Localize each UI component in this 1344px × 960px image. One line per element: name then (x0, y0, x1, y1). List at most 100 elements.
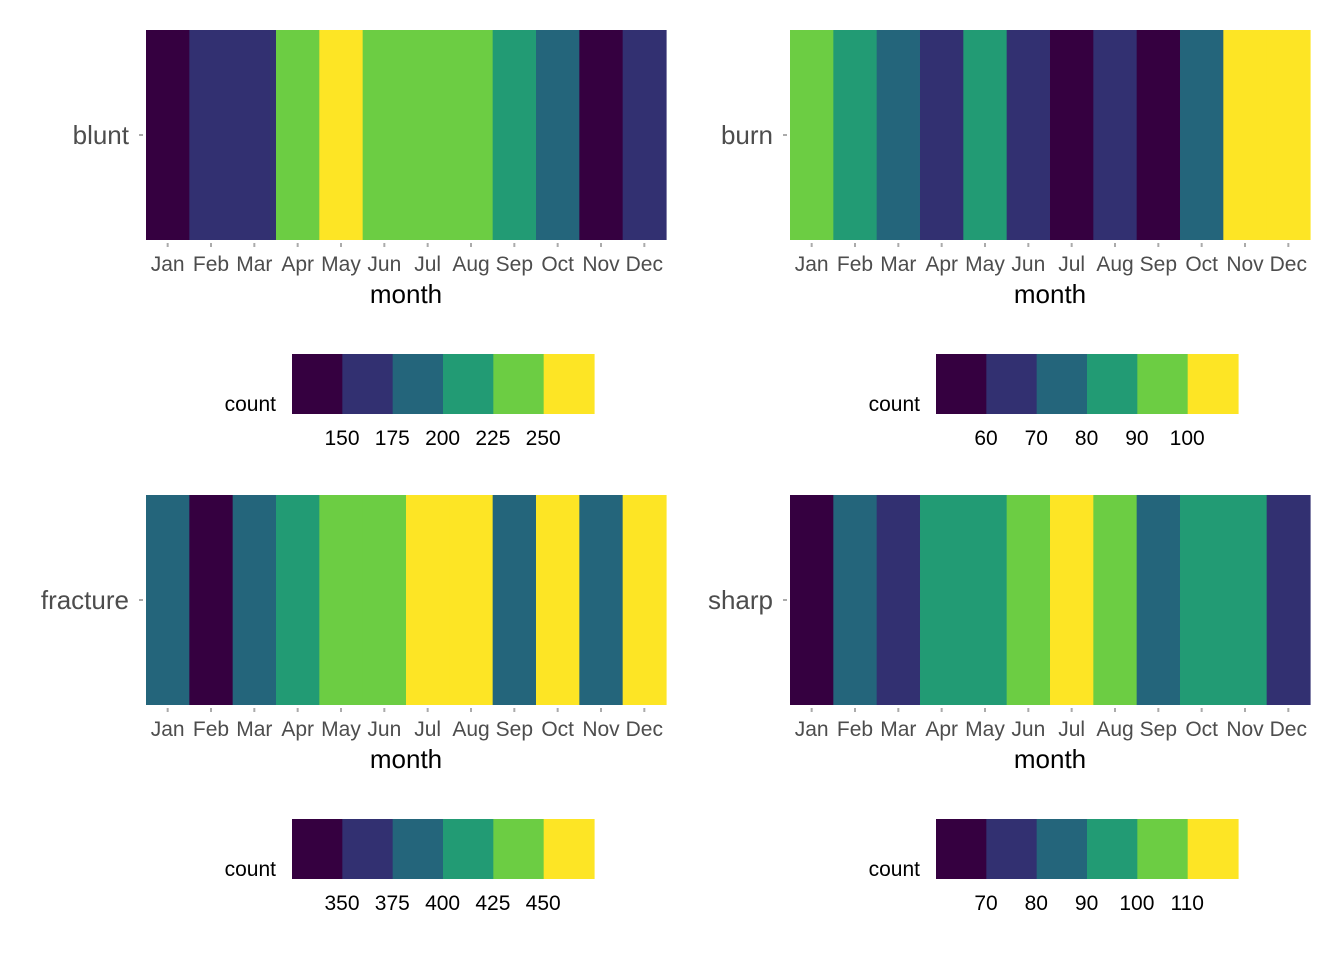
heatmap-cell-jan (146, 30, 190, 240)
y-tick-label: fracture (41, 585, 129, 615)
legend-color-step (1087, 819, 1138, 879)
legend-tick-label: 350 (324, 892, 359, 915)
panel-fracture: fracture Jan Feb Mar Apr May Jun Jul Aug Sep Oct No… (41, 495, 667, 915)
legend-title: count (225, 858, 277, 881)
heatmap-cell-oct (1180, 495, 1224, 705)
x-tick-label: Dec (626, 718, 663, 741)
heatmap-cell-may (963, 30, 1008, 240)
legend-color-step (1036, 354, 1088, 414)
heatmap-cell-mar (232, 495, 277, 705)
panel-burn: burn Jan Feb Mar Apr May Jun Jul Aug Sep Oct Nov Dec… (721, 30, 1311, 450)
x-tick-label: Aug (452, 718, 489, 741)
legend-tick-label: 80 (1075, 427, 1098, 450)
legend-tick-label: 225 (475, 427, 510, 450)
legend-color-step (292, 354, 343, 414)
x-tick-label: Jan (151, 718, 185, 741)
heatmap-cell-sep (492, 30, 537, 240)
legend-color-step (392, 819, 444, 879)
legend-color-step (986, 354, 1038, 414)
heatmap-cell-nov (579, 495, 624, 705)
x-tick-label: Apr (281, 253, 314, 276)
legend-color-step (1187, 819, 1239, 879)
heatmap-cell-apr (920, 30, 964, 240)
legend-tick-label: 400 (425, 892, 460, 915)
x-tick-label: Aug (452, 253, 489, 276)
heatmap-cell-nov (1223, 30, 1268, 240)
x-tick-label: Oct (1185, 718, 1218, 741)
x-tick-label: Feb (837, 253, 873, 276)
x-tick-label: Jan (795, 253, 829, 276)
legend-color-step (443, 819, 494, 879)
x-tick-label: Nov (1226, 253, 1264, 276)
y-tick-label: blunt (73, 120, 130, 150)
heatmap-cell-jul (1050, 30, 1094, 240)
x-axis-title: month (1014, 744, 1086, 774)
legend-tick-label: 70 (1025, 427, 1048, 450)
heatmap-cell-feb (833, 495, 878, 705)
x-tick-label: Jul (414, 718, 441, 741)
x-tick-label: Oct (541, 718, 574, 741)
legend-tick-label: 175 (375, 427, 410, 450)
legend-color-step (342, 354, 394, 414)
x-tick-label: Feb (193, 718, 229, 741)
legend-color-step (493, 819, 545, 879)
x-tick-label: Nov (1226, 718, 1264, 741)
legend-tick-label: 250 (526, 427, 561, 450)
heatmap-cell-aug (449, 495, 494, 705)
heatmap-cell-jul (1050, 495, 1094, 705)
x-tick-label: Feb (837, 718, 873, 741)
panel-blunt: blunt Jan Feb Mar Apr May Jun Jul Aug Sep Oct Nov De… (73, 30, 667, 450)
x-tick-label: Mar (880, 253, 916, 276)
legend-tick-label: 80 (1025, 892, 1048, 915)
heatmap-cell-nov (579, 30, 624, 240)
x-tick-label: Sep (1140, 253, 1177, 276)
legend-color-step (1036, 819, 1088, 879)
legend-color-step (936, 819, 987, 879)
heatmap-cell-mar (232, 30, 277, 240)
legend-blunt: count 150 175 200 225 250 (225, 354, 595, 450)
heatmap-cell-dec (622, 495, 667, 705)
heatmap-cell-nov (1223, 495, 1268, 705)
heatmap-cell-feb (833, 30, 878, 240)
legend-tick-label: 100 (1119, 892, 1154, 915)
x-tick-label: Feb (193, 253, 229, 276)
heatmap-cell-jul (406, 495, 450, 705)
x-tick-label: Jul (1058, 253, 1085, 276)
legend-color-step (392, 354, 444, 414)
x-tick-label: May (321, 253, 361, 276)
x-tick-label: Dec (626, 253, 663, 276)
legend-title: count (225, 393, 277, 416)
legend-tick-label: 450 (526, 892, 561, 915)
x-tick-label: Sep (1140, 718, 1177, 741)
legend-color-step (1087, 354, 1138, 414)
x-tick-label: Jul (1058, 718, 1085, 741)
y-tick-label: sharp (708, 585, 773, 615)
legend-title: count (869, 858, 921, 881)
legend-tick-label: 90 (1125, 427, 1148, 450)
heatmap-cell-sep (492, 495, 537, 705)
legend-color-step (1137, 819, 1189, 879)
x-tick-label: Mar (236, 718, 272, 741)
heatmap-cell-mar (876, 495, 921, 705)
x-tick-label: Apr (925, 253, 958, 276)
heatmap-cell-feb (189, 495, 234, 705)
heatmap-cell-aug (449, 30, 494, 240)
x-tick-label: Dec (1270, 253, 1307, 276)
legend-color-step (292, 819, 343, 879)
y-tick-label: burn (721, 120, 773, 150)
heatmap-cell-jun (362, 495, 407, 705)
x-tick-label: Aug (1096, 718, 1133, 741)
x-tick-label: May (965, 253, 1005, 276)
x-tick-label: Aug (1096, 253, 1133, 276)
x-tick-label: Oct (1185, 253, 1218, 276)
legend-color-step (1137, 354, 1189, 414)
legend-color-step (1187, 354, 1239, 414)
x-tick-label: May (965, 718, 1005, 741)
heatmap-cell-jun (1006, 30, 1051, 240)
x-tick-label: Jan (151, 253, 185, 276)
heatmap-cell-aug (1093, 30, 1138, 240)
legend-tick-label: 70 (974, 892, 997, 915)
legend-tick-label: 200 (425, 427, 460, 450)
heatmap-cell-jun (1006, 495, 1051, 705)
x-axis-title: month (1014, 279, 1086, 309)
